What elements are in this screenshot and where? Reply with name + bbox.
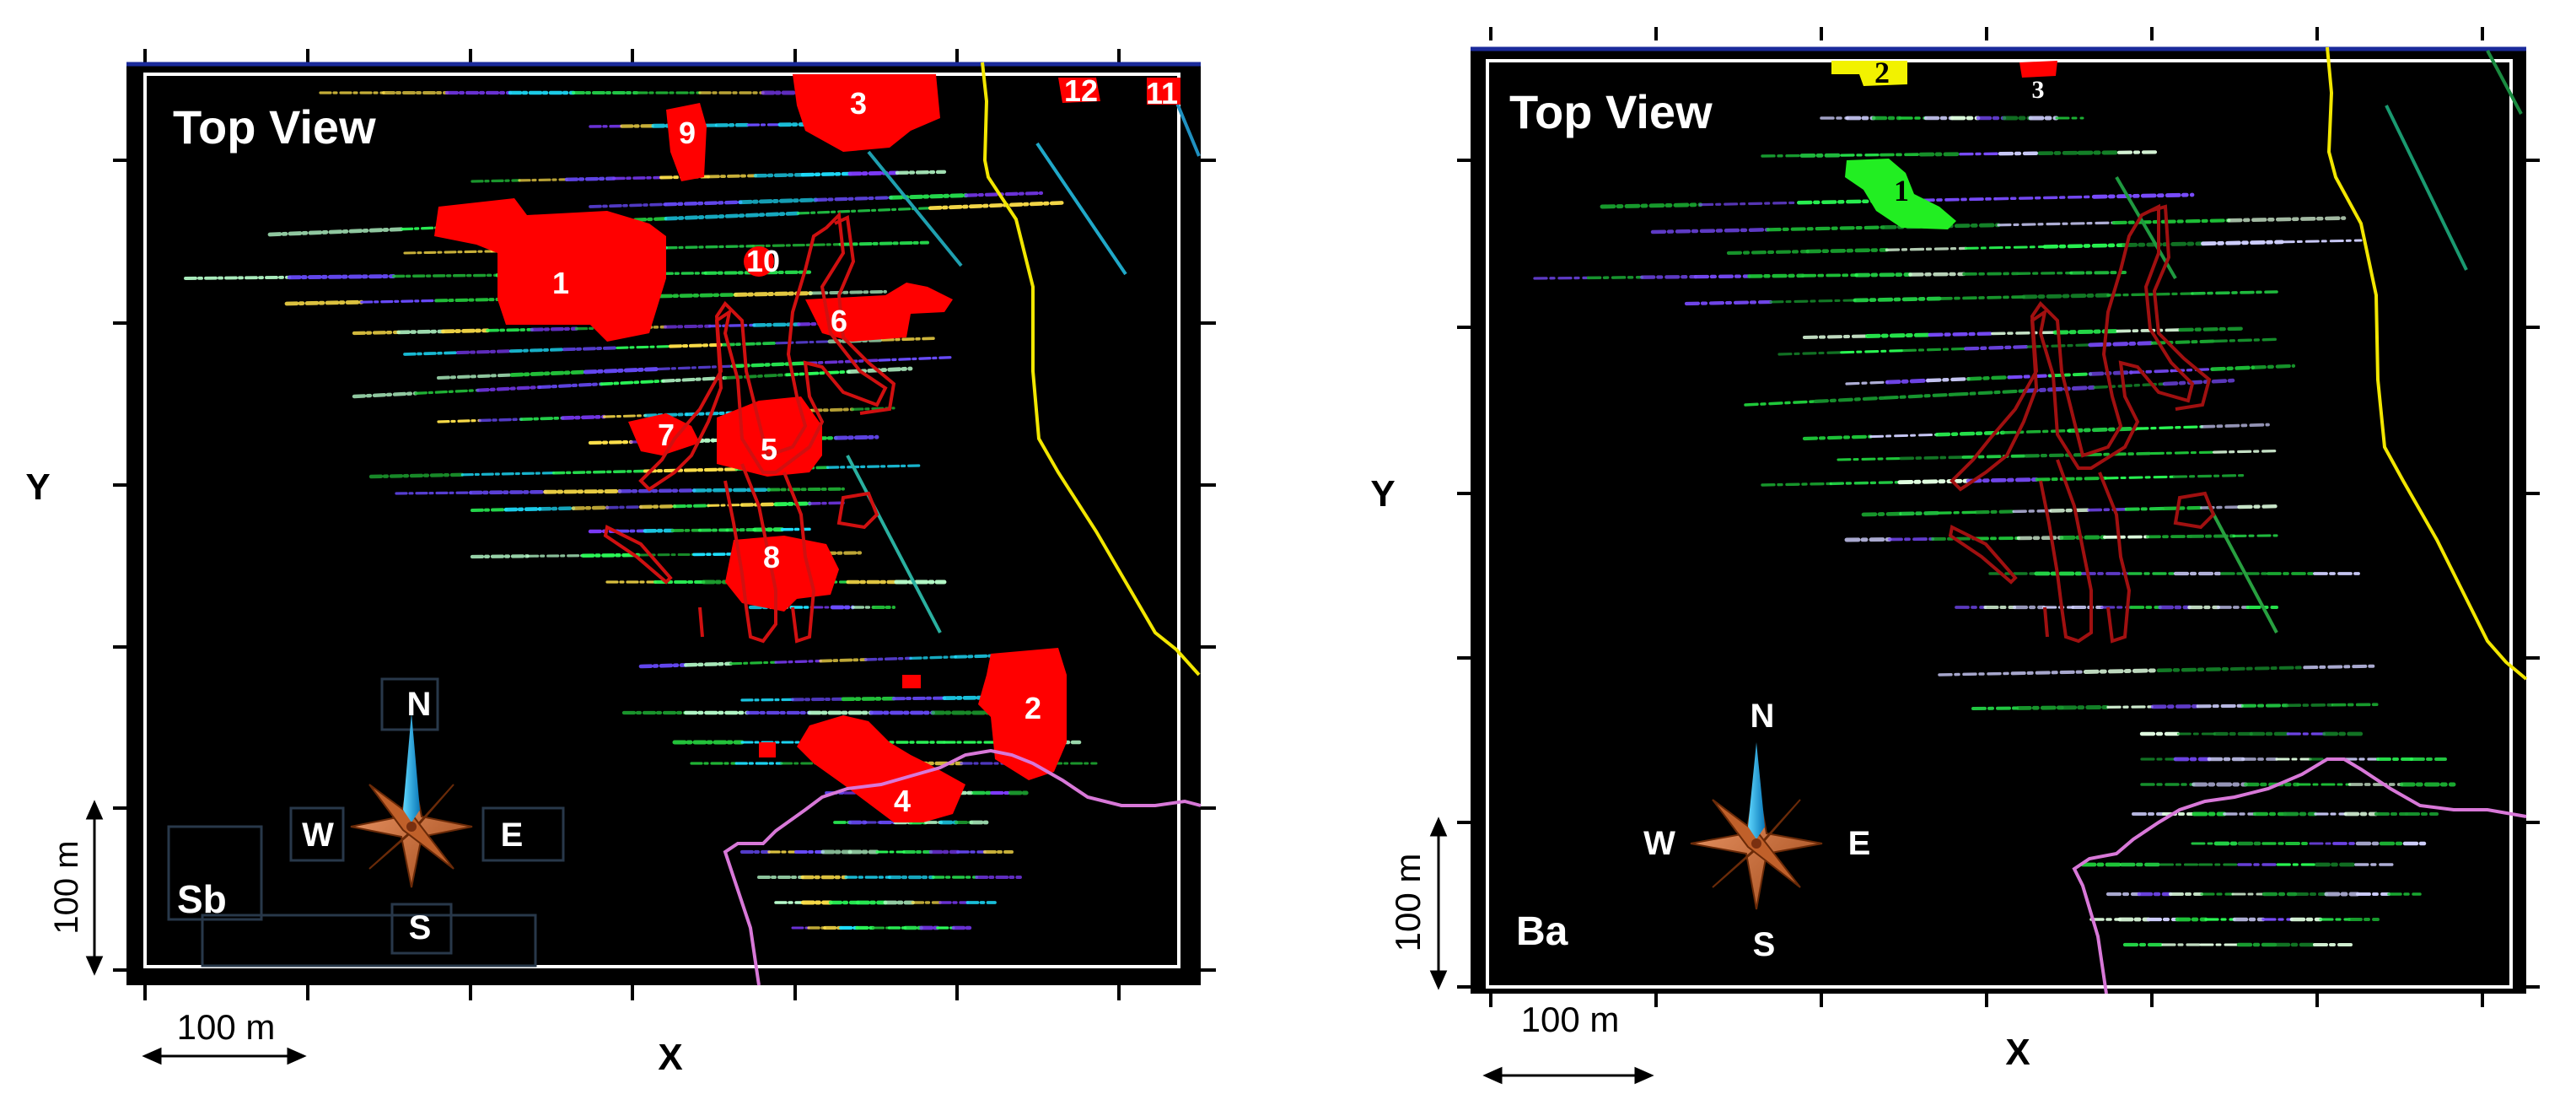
sb-zone-labels: 1 2 3 4 5 6 7 8 9 10 11 12 xyxy=(552,73,1178,818)
left-ticks xyxy=(113,159,126,972)
zone-label-4: 4 xyxy=(894,784,911,818)
right-ticks xyxy=(1201,159,1216,972)
zone-label-2: 2 xyxy=(1024,691,1041,725)
anomaly-3 xyxy=(793,74,940,152)
left-ticks-ba xyxy=(1457,159,1471,989)
boundary-pink xyxy=(723,748,1202,986)
compass-w: W xyxy=(302,817,334,854)
map-background-ba xyxy=(1471,47,2526,994)
bottom-ticks xyxy=(143,985,1121,1000)
diagonal-lines xyxy=(846,100,1201,633)
anomaly-1 xyxy=(434,198,666,342)
survey-lines-ba xyxy=(1533,116,2456,947)
view-title-ba: Top View xyxy=(1509,85,1713,138)
axis-label-y: Y xyxy=(25,466,50,508)
anomaly-9 xyxy=(666,103,707,181)
zone-label-3: 3 xyxy=(850,86,867,121)
ba-anomalies xyxy=(1831,61,2057,229)
zone-label-9: 9 xyxy=(679,116,696,150)
anomaly-12 xyxy=(1058,78,1100,103)
top-ticks xyxy=(143,49,1121,62)
scale-bar-x xyxy=(142,1047,307,1065)
element-label: Sb xyxy=(177,877,227,921)
zone-label-11: 11 xyxy=(1146,76,1178,110)
compass-n: N xyxy=(407,686,432,723)
ba-outlines xyxy=(1948,203,2216,644)
zone-label-7: 7 xyxy=(658,418,675,452)
zone-label-6: 6 xyxy=(831,304,847,338)
axis-label-y-ba: Y xyxy=(1370,473,1395,515)
anomaly-ba-3 xyxy=(2019,61,2057,78)
panel-ba: 1 2 3 Top View Ba N W E S 100 m xyxy=(1370,27,2540,1085)
bottom-ticks-ba xyxy=(1489,994,2484,1007)
boundary-yellow-ba xyxy=(2326,46,2528,681)
anomaly-7 xyxy=(628,413,700,455)
anomaly-ba-2 xyxy=(1831,61,1907,86)
zone-label-8: 8 xyxy=(763,540,780,574)
axis-label-x: X xyxy=(658,1037,682,1078)
boundary-pink-ba xyxy=(2072,757,2527,994)
scale-label-x-ba: 100 m xyxy=(1521,1000,1620,1039)
panel-sb: 1 2 3 4 5 6 7 8 9 10 11 12 Top View Sb xyxy=(25,49,1216,1078)
anomaly-8 xyxy=(725,536,839,612)
compass-s: S xyxy=(409,909,432,946)
boundary-yellow xyxy=(981,62,1201,676)
compass-w-ba: W xyxy=(1643,825,1675,862)
zone-label-5: 5 xyxy=(761,432,777,466)
compass-icon xyxy=(350,713,473,888)
ba-zone-labels: 1 2 3 xyxy=(1874,56,2045,208)
zone-label-10: 10 xyxy=(746,244,780,278)
compass-n-ba: N xyxy=(1750,698,1775,735)
axis-label-x-ba: X xyxy=(2005,1032,2030,1073)
scale-label-y-ba: 100 m xyxy=(1388,854,1428,952)
compass-icon-ba xyxy=(1690,742,1823,910)
zone-label-ba-2: 2 xyxy=(1874,56,1890,89)
map-frame xyxy=(143,73,1180,968)
right-ticks-ba xyxy=(2526,159,2540,989)
scale-bar-x-ba xyxy=(1482,1066,1654,1085)
map-frame-ba xyxy=(1486,59,2513,989)
anomaly-4 xyxy=(797,715,965,822)
anomaly-ba-1 xyxy=(1845,159,1956,229)
zone-label-ba-3: 3 xyxy=(2032,76,2045,104)
compass-s-ba: S xyxy=(1753,926,1776,963)
view-title: Top View xyxy=(173,100,376,154)
sb-outlines xyxy=(603,211,896,644)
scale-bar-y xyxy=(85,800,104,976)
element-label-ba: Ba xyxy=(1516,909,1568,954)
compass-e: E xyxy=(501,817,524,854)
compass-e-ba: E xyxy=(1848,825,1871,862)
scale-bar-y-ba xyxy=(1429,817,1448,990)
zone-label-1: 1 xyxy=(552,266,569,300)
anomaly-2 xyxy=(978,648,1067,780)
scale-label-y: 100 m xyxy=(48,840,85,934)
scale-label-x: 100 m xyxy=(177,1007,276,1047)
zone-label-12: 12 xyxy=(1064,73,1098,108)
map-background xyxy=(126,62,1201,985)
top-ticks-ba xyxy=(1489,27,2484,40)
anomaly-10 xyxy=(744,246,774,277)
zone-label-ba-1: 1 xyxy=(1894,174,1909,208)
